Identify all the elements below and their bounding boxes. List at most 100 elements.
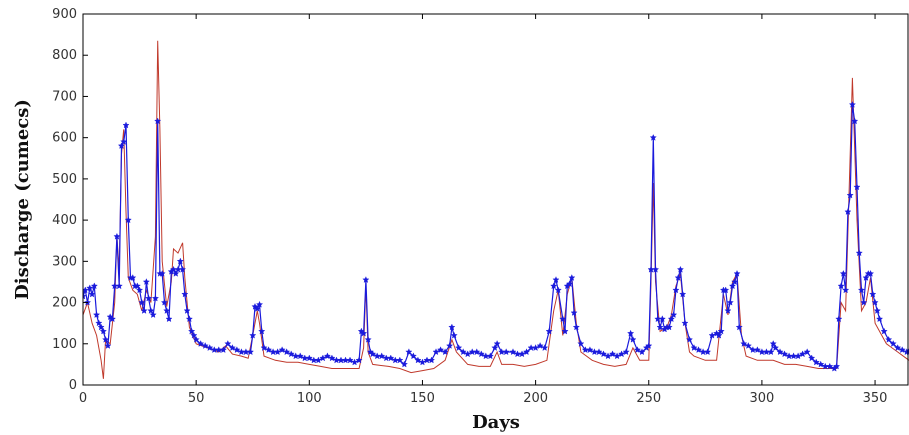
data-point-marker	[731, 278, 739, 285]
data-point-marker	[360, 329, 368, 337]
data-point-marker	[278, 346, 286, 353]
data-point-marker	[206, 344, 214, 351]
data-point-marker	[608, 350, 617, 358]
data-point-marker	[176, 257, 184, 265]
data-point-marker	[808, 354, 816, 362]
data-point-marker	[559, 315, 567, 323]
x-tick-label: 250	[636, 391, 661, 406]
data-point-marker	[355, 356, 363, 364]
y-tick-label: 400	[52, 213, 77, 228]
data-point-marker	[536, 342, 544, 349]
data-point-marker	[90, 282, 98, 290]
data-point-marker	[570, 309, 578, 316]
data-point-marker	[99, 327, 107, 335]
data-point-marker	[744, 342, 752, 349]
data-point-marker	[889, 340, 897, 347]
data-point-marker	[450, 331, 458, 339]
data-point-marker	[848, 100, 857, 108]
data-point-marker	[518, 350, 526, 358]
data-point-marker	[627, 329, 635, 337]
data-point-marker	[260, 344, 268, 351]
data-point-marker	[95, 319, 103, 327]
data-point-marker	[256, 300, 264, 308]
data-point-marker	[541, 344, 549, 351]
data-point-marker	[674, 274, 682, 281]
data-point-marker	[115, 282, 123, 290]
data-point-marker	[651, 265, 660, 273]
data-point-marker	[405, 348, 413, 356]
plot-frame	[82, 13, 909, 386]
data-point-marker	[138, 298, 146, 306]
data-point-marker	[676, 265, 685, 273]
data-point-marker	[154, 117, 162, 125]
data-point-marker	[133, 282, 141, 290]
y-tick-label: 500	[52, 172, 77, 187]
data-point-marker	[842, 286, 850, 294]
data-point-marker	[441, 348, 449, 356]
data-point-marker	[595, 348, 603, 356]
data-point-marker	[728, 282, 736, 290]
y-axis-ticks: 0 100 200 300 400 500 600 700 800 900	[52, 7, 88, 393]
data-point-marker	[771, 344, 779, 351]
data-point-marker	[142, 278, 150, 285]
data-point-marker	[851, 117, 859, 125]
data-point-marker	[436, 346, 445, 353]
data-point-marker	[672, 286, 680, 294]
data-point-marker	[296, 352, 304, 360]
data-point-marker	[629, 335, 637, 343]
y-tick-label: 900	[52, 7, 77, 22]
y-tick-label: 200	[52, 296, 77, 311]
x-axis-ticks: 0 50 100 150 200 250 300 350	[79, 14, 888, 406]
data-point-marker	[83, 292, 87, 300]
data-point-marker	[117, 142, 125, 149]
y-tick-label: 800	[52, 48, 77, 63]
data-point-marker	[319, 354, 327, 362]
data-point-marker	[350, 358, 359, 366]
data-point-marker	[860, 298, 868, 306]
data-point-marker	[586, 346, 594, 353]
data-point-marker	[835, 315, 843, 323]
data-point-marker	[799, 350, 807, 358]
data-point-marker	[550, 282, 558, 290]
data-point-marker	[665, 323, 673, 331]
data-point-marker	[633, 346, 642, 353]
data-point-marker	[400, 360, 408, 368]
x-tick-label: 50	[188, 391, 205, 406]
y-tick-label: 600	[52, 131, 77, 146]
x-tick-label: 300	[749, 391, 774, 406]
x-tick-label: 100	[297, 391, 322, 406]
data-point-marker	[188, 327, 196, 335]
data-point-marker	[160, 298, 169, 306]
data-point-marker	[224, 340, 232, 347]
data-point-marker	[769, 340, 777, 347]
x-tick-label: 350	[863, 391, 888, 406]
data-point-marker	[253, 304, 261, 312]
data-point-marker	[522, 348, 531, 356]
data-point-marker	[432, 348, 440, 356]
data-point-marker	[554, 286, 562, 294]
data-point-marker	[568, 274, 576, 281]
data-point-marker	[473, 348, 481, 356]
data-point-marker	[158, 269, 166, 277]
data-point-marker	[645, 342, 653, 349]
data-point-marker	[172, 269, 180, 277]
data-point-marker	[694, 346, 703, 353]
data-point-marker	[274, 348, 282, 356]
data-point-marker	[464, 350, 472, 358]
data-point-marker	[532, 344, 540, 351]
data-point-marker	[837, 282, 845, 290]
data-point-marker	[151, 294, 160, 302]
data-point-marker	[869, 290, 877, 298]
data-point-marker	[246, 348, 255, 356]
data-point-marker	[428, 356, 435, 364]
data-point-marker	[681, 319, 689, 327]
data-point-marker	[149, 311, 157, 318]
data-point-marker	[185, 315, 193, 323]
y-axis-title: Discharge (cumecs)	[12, 99, 33, 300]
data-point-marker	[871, 298, 879, 306]
data-point-marker	[846, 191, 854, 199]
series-1	[83, 100, 909, 372]
data-point-marker	[703, 348, 712, 356]
